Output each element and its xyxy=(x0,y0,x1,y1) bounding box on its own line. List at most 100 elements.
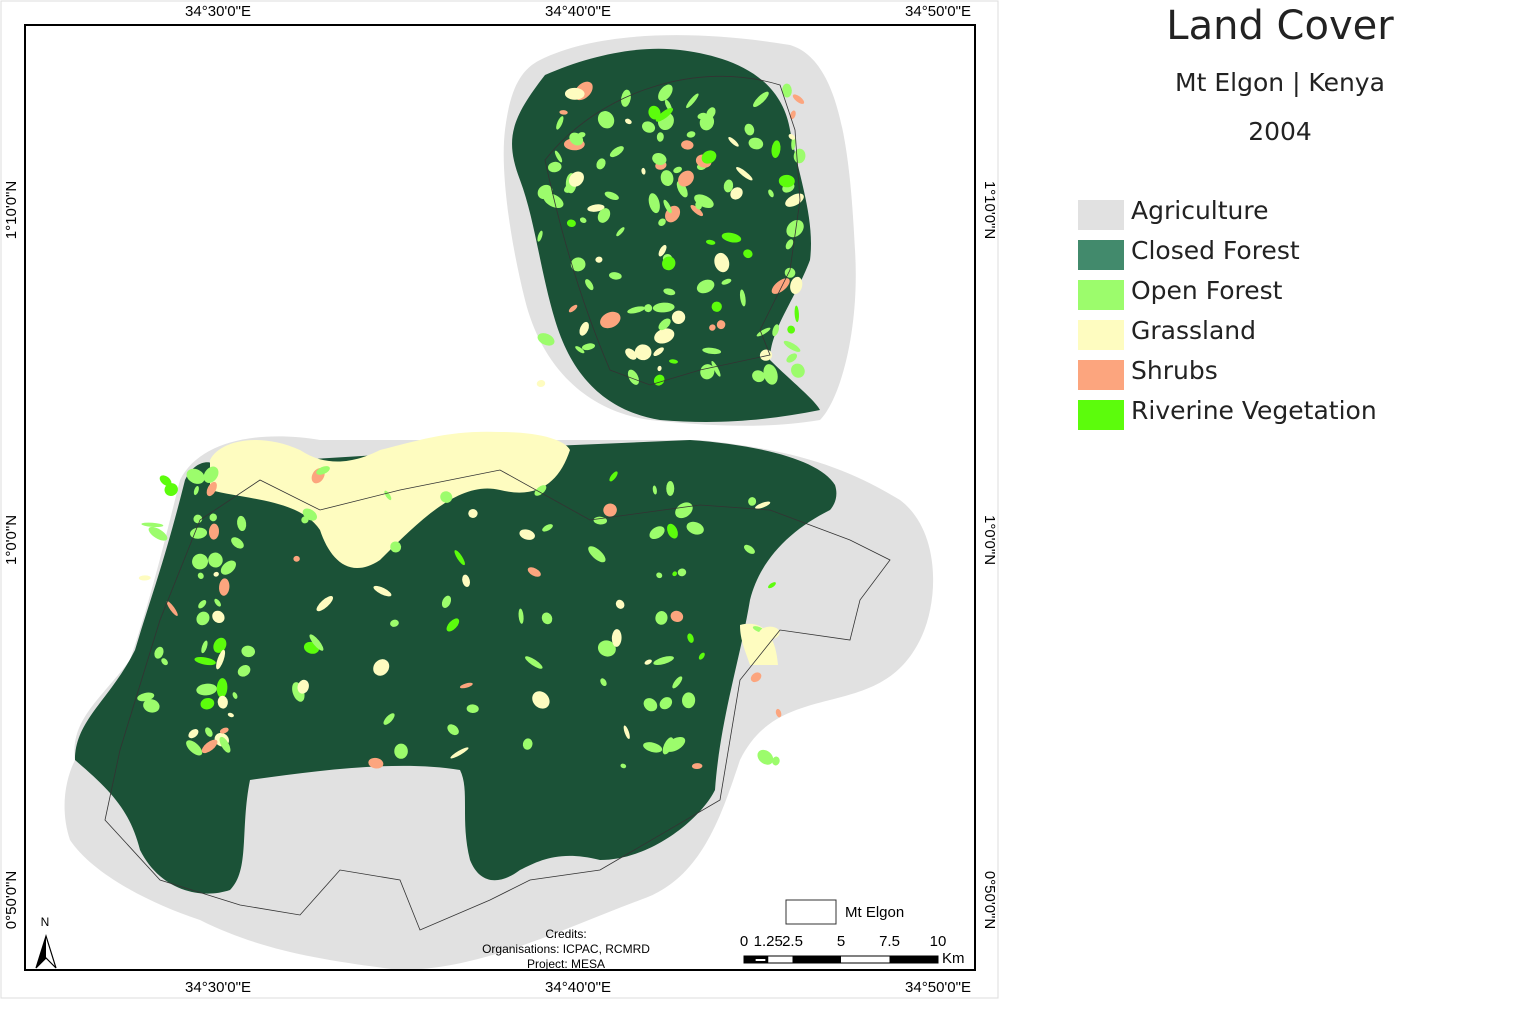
longitude-label: 34°30'0"E xyxy=(185,3,251,20)
land-patch xyxy=(213,637,227,653)
land-patch xyxy=(575,346,585,354)
north-arrow-fill xyxy=(36,936,46,968)
scale-bar-segment xyxy=(755,959,766,961)
land-patch xyxy=(667,523,678,539)
land-patch xyxy=(208,552,223,568)
land-patch xyxy=(681,140,694,150)
land-patch xyxy=(698,652,705,660)
latitude-label: 1°0'0"N xyxy=(981,515,998,565)
land-patch xyxy=(208,523,219,540)
land-patch xyxy=(206,481,217,497)
land-patch xyxy=(394,743,408,759)
land-patch xyxy=(672,571,678,577)
land-patch xyxy=(786,219,804,238)
latitude-label: 0°50'0"N xyxy=(3,871,20,929)
land-patch xyxy=(219,727,229,734)
legend-swatch xyxy=(1078,400,1124,430)
land-patch xyxy=(670,610,684,622)
land-patch xyxy=(593,516,608,525)
land-patch xyxy=(771,278,790,294)
land-patch xyxy=(548,161,562,173)
land-patch xyxy=(368,757,384,769)
land-patch xyxy=(789,110,796,120)
land-patch xyxy=(309,634,324,651)
land-patch xyxy=(579,321,589,336)
land-patch xyxy=(656,572,663,579)
land-patch xyxy=(652,302,675,313)
land-patch xyxy=(666,481,675,496)
land-patch xyxy=(588,546,606,563)
land-patch xyxy=(772,756,780,766)
legend-label: Open Forest xyxy=(1131,276,1283,305)
land-patch xyxy=(532,691,550,709)
land-patch xyxy=(682,692,696,709)
latitude-label: 0°50'0"N xyxy=(981,871,998,929)
land-patch xyxy=(658,84,673,102)
land-patch xyxy=(644,659,652,665)
land-patch xyxy=(778,174,795,188)
boundary-legend-label: Mt Elgon xyxy=(845,904,904,921)
land-patch xyxy=(316,596,334,612)
land-patch xyxy=(137,692,155,702)
land-patch xyxy=(785,239,794,250)
land-patch xyxy=(570,257,586,272)
land-patch xyxy=(603,503,617,517)
land-patch xyxy=(466,704,479,714)
land-patch xyxy=(556,116,564,130)
land-patch xyxy=(768,189,774,198)
latitude-label: 1°0'0"N xyxy=(3,515,20,565)
land-patch xyxy=(656,132,664,142)
land-patch xyxy=(600,678,607,687)
legend-label: Agriculture xyxy=(1131,196,1269,225)
boundary xyxy=(104,75,891,931)
land-patch xyxy=(209,513,217,522)
scale-bar-label: 2.5 xyxy=(782,933,803,950)
land-patch xyxy=(623,725,630,739)
land-patch xyxy=(188,729,199,739)
land-patch xyxy=(791,363,805,378)
land-patch xyxy=(699,114,715,131)
land-patch xyxy=(694,194,714,208)
longitude-label: 34°50'0"E xyxy=(905,979,971,996)
land-patch xyxy=(216,649,226,670)
land-patch xyxy=(373,585,392,597)
land-patch xyxy=(164,483,178,497)
land-patch xyxy=(293,555,300,562)
legend-year: 2004 xyxy=(1248,117,1312,146)
land-patch xyxy=(190,527,208,539)
land-patch xyxy=(232,692,238,699)
scale-bar-label: 10 xyxy=(930,933,947,950)
land-patch xyxy=(383,713,395,725)
land-patch xyxy=(609,272,622,280)
land-patch xyxy=(597,208,611,223)
north-arrow: N xyxy=(35,915,57,969)
land-patch xyxy=(600,311,621,329)
land-patch xyxy=(384,490,392,501)
land-patch xyxy=(723,179,734,193)
land-patch xyxy=(193,485,199,496)
land-patch xyxy=(568,171,584,187)
land-patch xyxy=(316,466,330,475)
land-patch xyxy=(686,521,704,535)
latitude-label: 1°10'0"N xyxy=(3,181,20,239)
land-patch xyxy=(220,560,236,575)
land-patch xyxy=(161,658,168,666)
land-patch xyxy=(537,230,543,242)
land-patch xyxy=(201,739,218,754)
land-patch xyxy=(390,541,402,553)
land-patch xyxy=(783,340,801,352)
credit-line: Project: MESA xyxy=(527,957,605,971)
legend-swatch xyxy=(1078,200,1124,230)
land-patch xyxy=(672,676,683,689)
land-patch xyxy=(748,497,757,506)
land-patch xyxy=(788,134,796,140)
land-patch xyxy=(716,320,726,330)
land-patch xyxy=(302,508,317,521)
land-patch xyxy=(792,94,805,104)
land-patch xyxy=(634,344,652,361)
land-patch xyxy=(728,136,739,147)
legend-swatch xyxy=(1078,240,1124,270)
land-patch xyxy=(454,550,465,566)
land-patch xyxy=(787,325,795,334)
